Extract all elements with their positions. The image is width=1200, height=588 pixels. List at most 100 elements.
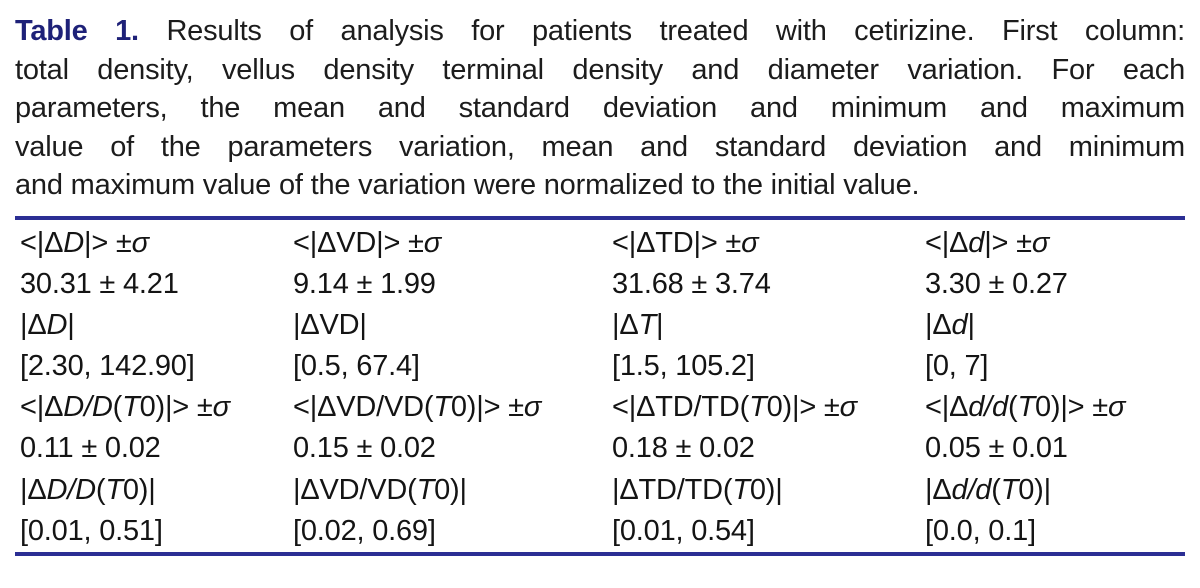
cell-text-run: 0)|> ± — [1034, 391, 1108, 424]
caption-line-text: Results of analysis for patients treated… — [166, 15, 1186, 47]
cell-text-run: |ΔVD/VD( — [293, 473, 417, 506]
cell-text-run: [0.02, 0.69] — [293, 514, 436, 547]
cell-text-run: 31.68 ± 3.74 — [612, 267, 771, 300]
cell-text-run: [0.01, 0.54] — [612, 514, 755, 547]
cell-text-run: [0.01, 0.51] — [20, 514, 163, 547]
cell-text-run: | — [656, 308, 664, 341]
cell-text-run: [1.5, 105.2] — [612, 350, 755, 383]
cell-text-run: 0.18 ± 0.02 — [612, 432, 755, 465]
cell-text-run: <|Δ — [20, 226, 64, 259]
cell-text-run: T — [1000, 473, 1019, 506]
table-cell: |Δd/d(T0)| — [925, 470, 1185, 511]
table-cell: |ΔVD/VD(T0)| — [293, 470, 612, 511]
cell-text-run: T — [749, 391, 767, 424]
table-cell: <|Δd/d(T0)|> ±σ — [925, 387, 1185, 428]
table-cell: <|ΔVD/VD(T0)|> ±σ — [293, 387, 612, 428]
cell-text-run: 0.05 ± 0.01 — [925, 432, 1068, 465]
cell-text-run: 0.15 ± 0.02 — [293, 432, 436, 465]
cell-text-run: T — [416, 473, 435, 506]
cell-text-run: 0)| — [122, 473, 156, 506]
table-cell: [2.30, 142.90] — [20, 346, 293, 387]
table-column-diameter: <|Δd|> ±σ 3.30 ± 0.27 |Δd| [0, 7] <|Δd/d(T0)… — [925, 223, 1185, 553]
table-cell: |ΔVD| — [293, 305, 612, 346]
cell-text-run: D/D — [63, 391, 113, 424]
cell-text-run: σ — [423, 226, 442, 259]
cell-text-run: |> ± — [984, 226, 1032, 259]
cell-text-run: D/D — [46, 473, 97, 506]
cell-text-run: | — [67, 308, 75, 341]
cell-text-run: 0)|> ± — [450, 391, 524, 424]
cell-text-run: <|ΔTD/TD( — [612, 391, 750, 424]
cell-text-run: σ — [1031, 226, 1050, 259]
cell-text-run: σ — [131, 226, 150, 259]
cell-text-run: |Δ — [20, 308, 47, 341]
caption-line: and maximum value of the variation were … — [15, 169, 920, 201]
table-cell: <|ΔD/D(T0)|> ±σ — [20, 387, 293, 428]
table-rule-top — [15, 215, 1185, 220]
table-cell: [0.5, 67.4] — [293, 346, 612, 387]
cell-text-run: |> ± — [84, 226, 132, 259]
cell-text-run: d/d — [968, 391, 1008, 424]
table-cell: <|ΔTD|> ±σ — [612, 223, 925, 264]
cell-text-run: 0)|> ± — [139, 391, 213, 424]
table-column-vellus-density: <|ΔVD|> ±σ 9.14 ± 1.99 |ΔVD| [0.5, 67.4] <|Δ… — [293, 223, 612, 553]
caption-line: total density, vellus density terminal d… — [15, 53, 1185, 86]
cell-text-run: 0)|> ± — [766, 391, 840, 424]
caption-line: value of the parameters variation, mean … — [15, 130, 1185, 163]
cell-text-run: T — [732, 473, 750, 506]
cell-text-run: |Δ — [612, 308, 639, 341]
table-cell: |ΔD| — [20, 305, 293, 346]
table-cell: <|ΔD|> ±σ — [20, 223, 293, 264]
cell-text-run: 0.11 ± 0.02 — [20, 432, 161, 465]
cell-text-run: 0)| — [434, 473, 467, 506]
cell-text-run: <|ΔVD/VD( — [293, 391, 434, 424]
cell-text-run: |ΔTD/TD( — [612, 473, 733, 506]
cell-text-run: [0, 7] — [925, 350, 989, 383]
table-cell: <|Δd|> ±σ — [925, 223, 1185, 264]
caption-table-label: Table 1. — [15, 15, 139, 47]
table-cell: 31.68 ± 3.74 — [612, 264, 925, 305]
table-cell: 30.31 ± 4.21 — [20, 264, 293, 305]
cell-text-run: D — [63, 226, 84, 259]
cell-text-run: <|ΔTD|> ± — [612, 226, 742, 259]
cell-text-run: 3.30 ± 0.27 — [925, 267, 1068, 300]
cell-text-run: ( — [95, 473, 106, 506]
cell-text-run: <|ΔVD|> ± — [293, 226, 424, 259]
table-column-total-density: <|ΔD|> ±σ 30.31 ± 4.21 |ΔD| [2.30, 142.90] <… — [20, 223, 293, 553]
cell-text-run: d — [968, 226, 985, 259]
cell-text-run: ( — [1007, 391, 1018, 424]
table-cell: |ΔT| — [612, 305, 925, 346]
table-cell: [0.01, 0.54] — [612, 511, 925, 552]
cell-text-run: <|Δ — [925, 391, 969, 424]
table-cell: [1.5, 105.2] — [612, 346, 925, 387]
cell-text-run: <|Δ — [925, 226, 969, 259]
cell-text-run: 0)| — [749, 473, 783, 506]
cell-text-run: [0.0, 0.1] — [925, 514, 1036, 547]
cell-text-run: |Δ — [20, 473, 47, 506]
cell-text-run: ( — [112, 391, 123, 424]
cell-text-run: σ — [741, 226, 759, 259]
table-cell: [0.02, 0.69] — [293, 511, 612, 552]
table-cell: <|ΔTD/TD(T0)|> ±σ — [612, 387, 925, 428]
cell-text-run: T — [122, 391, 140, 424]
table-cell: 0.05 ± 0.01 — [925, 428, 1185, 469]
table-cell: 0.11 ± 0.02 — [20, 428, 293, 469]
cell-text-run: σ — [212, 391, 231, 424]
cell-text-run: ( — [991, 473, 1001, 506]
table-cell: [0, 7] — [925, 346, 1185, 387]
cell-text-run: D — [46, 308, 68, 341]
table-cell: [0.01, 0.51] — [20, 511, 293, 552]
cell-text-run: σ — [1107, 391, 1126, 424]
cell-text-run: σ — [523, 391, 542, 424]
table-cell: 9.14 ± 1.99 — [293, 264, 612, 305]
table-cell: <|ΔVD|> ±σ — [293, 223, 612, 264]
table-rule-bottom — [15, 552, 1185, 556]
cell-text-run: 9.14 ± 1.99 — [293, 267, 436, 300]
cell-text-run: T — [638, 308, 657, 341]
caption-line: parameters, the mean and standard deviat… — [15, 92, 1185, 124]
cell-text-run: | — [967, 308, 975, 341]
cell-text-run: [0.5, 67.4] — [293, 350, 420, 383]
cell-text-run: |Δ — [925, 308, 952, 341]
cell-text-run: |ΔVD| — [293, 308, 367, 341]
